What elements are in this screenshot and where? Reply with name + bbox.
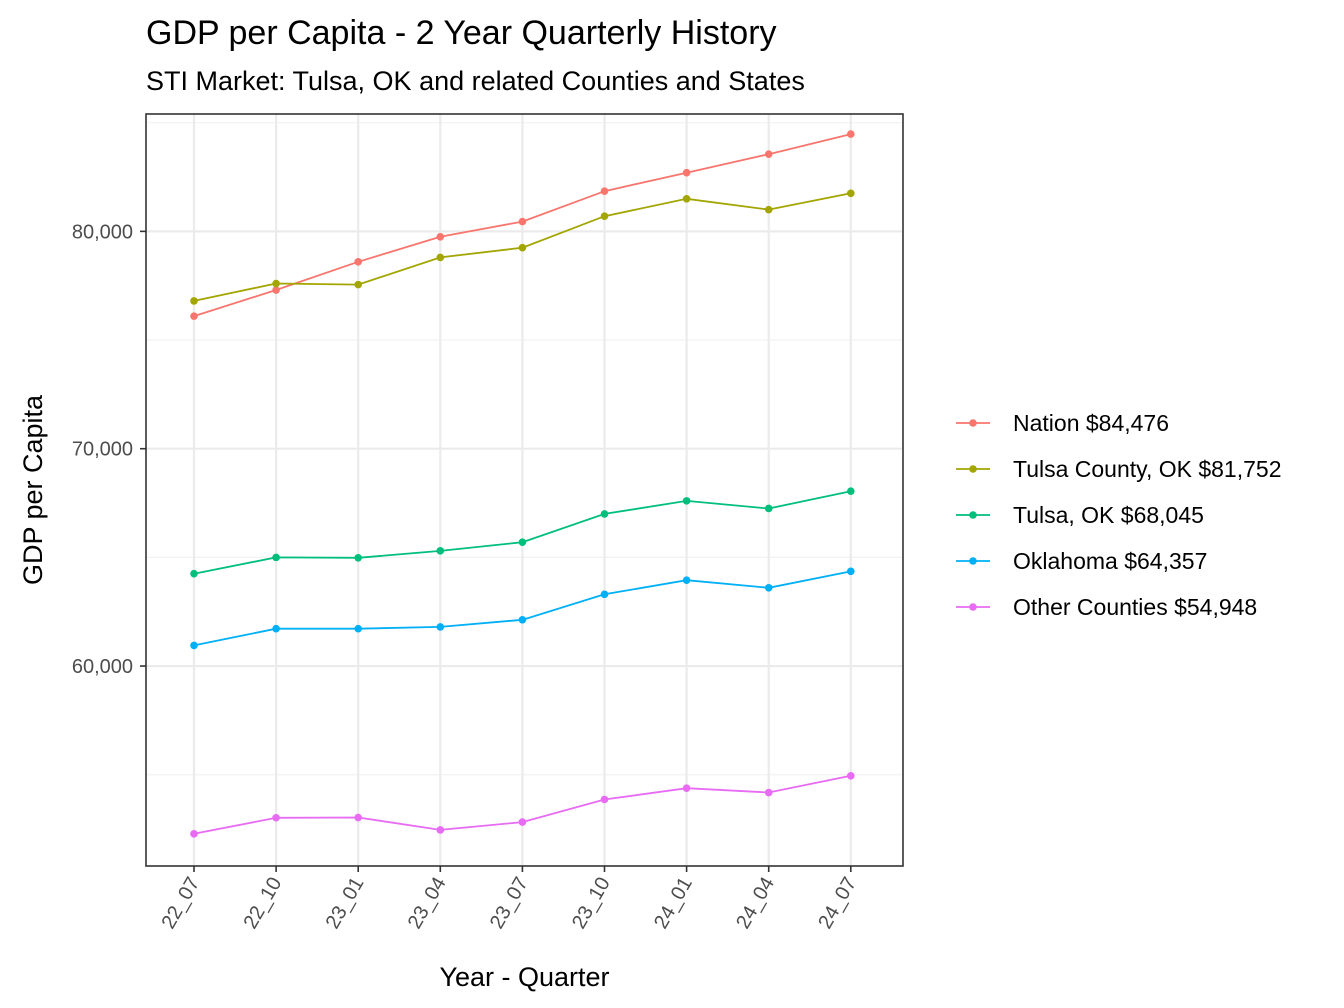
- data-point: [682, 194, 691, 203]
- x-tick-label: 23_07: [486, 874, 533, 933]
- data-point: [518, 217, 527, 226]
- data-point: [436, 232, 445, 241]
- y-tick-label: 80,000: [72, 221, 133, 243]
- data-point: [354, 813, 363, 822]
- y-tick-label: 60,000: [72, 656, 133, 678]
- data-point: [272, 279, 280, 288]
- data-point: [600, 795, 609, 804]
- data-point: [682, 576, 691, 584]
- data-point: [600, 590, 609, 599]
- data-point: [354, 554, 363, 562]
- data-point: [190, 312, 198, 320]
- legend: Nation $84,476 Tulsa County, OK $81,752 Tu…: [956, 410, 1282, 620]
- x-tick-label: 23_10: [568, 874, 615, 933]
- x-axis-title: Year - Quarter: [439, 962, 609, 992]
- y-tick-label: 70,000: [72, 439, 133, 461]
- data-point: [600, 212, 609, 220]
- data-point: [190, 569, 198, 578]
- legend-label: Oklahoma $64,357: [1013, 548, 1207, 574]
- x-tick-label: 22_10: [240, 874, 287, 933]
- data-point: [190, 297, 198, 305]
- panel-border: [145, 113, 904, 867]
- data-point: [847, 772, 855, 780]
- legend-label: Tulsa, OK $68,045: [1013, 502, 1204, 528]
- major-gridlines: [146, 114, 903, 866]
- legend-label: Other Counties $54,948: [1013, 594, 1257, 620]
- chart-subtitle: STI Market: Tulsa, OK and related Counti…: [146, 66, 805, 96]
- x-tick-label: 24_01: [650, 874, 697, 933]
- data-point: [272, 553, 280, 562]
- data-point: [847, 189, 855, 198]
- data-point: [764, 504, 773, 513]
- data-point: [518, 818, 527, 826]
- data-point: [764, 205, 773, 214]
- data-point: [764, 788, 773, 797]
- legend-key-point: [969, 511, 977, 519]
- data-point: [436, 826, 445, 834]
- data-point: [600, 187, 609, 195]
- series-layer: [190, 130, 855, 838]
- legend-key-point: [969, 419, 977, 427]
- data-point: [518, 538, 527, 546]
- data-point: [682, 168, 691, 177]
- chart-title: GDP per Capita - 2 Year Quarterly Histor…: [146, 14, 777, 52]
- data-point: [847, 130, 855, 138]
- data-point: [764, 150, 773, 159]
- axis-ticks: 60,000 70,000 80,000 22_07 22_10 23_01 23_04 23…: [72, 221, 861, 932]
- data-point: [272, 813, 280, 822]
- data-point: [436, 547, 445, 555]
- data-point: [518, 615, 527, 624]
- data-point: [272, 624, 280, 633]
- data-point: [190, 830, 198, 838]
- data-point: [272, 286, 280, 294]
- x-tick-label: 23_04: [404, 874, 451, 933]
- x-tick-label: 22_07: [157, 874, 204, 933]
- x-tick-label: 24_04: [732, 874, 779, 933]
- legend-key-point: [969, 465, 977, 473]
- x-tick-label: 23_01: [322, 874, 369, 933]
- data-point: [518, 243, 527, 252]
- x-tick-label: 24_07: [814, 874, 861, 933]
- legend-key-point: [969, 603, 977, 611]
- legend-key-point: [969, 557, 977, 565]
- data-point: [682, 497, 691, 505]
- y-axis-title: GDP per Capita: [18, 394, 48, 585]
- data-point: [600, 510, 609, 518]
- data-point: [190, 641, 198, 650]
- data-point: [354, 257, 363, 266]
- legend-label: Tulsa County, OK $81,752: [1013, 456, 1282, 482]
- data-point: [354, 280, 363, 289]
- data-point: [764, 584, 773, 592]
- data-point: [354, 624, 363, 633]
- legend-label: Nation $84,476: [1013, 410, 1169, 436]
- data-point: [436, 623, 445, 631]
- data-point: [847, 487, 855, 495]
- data-point: [847, 567, 855, 576]
- data-point: [682, 784, 691, 792]
- data-point: [436, 253, 445, 262]
